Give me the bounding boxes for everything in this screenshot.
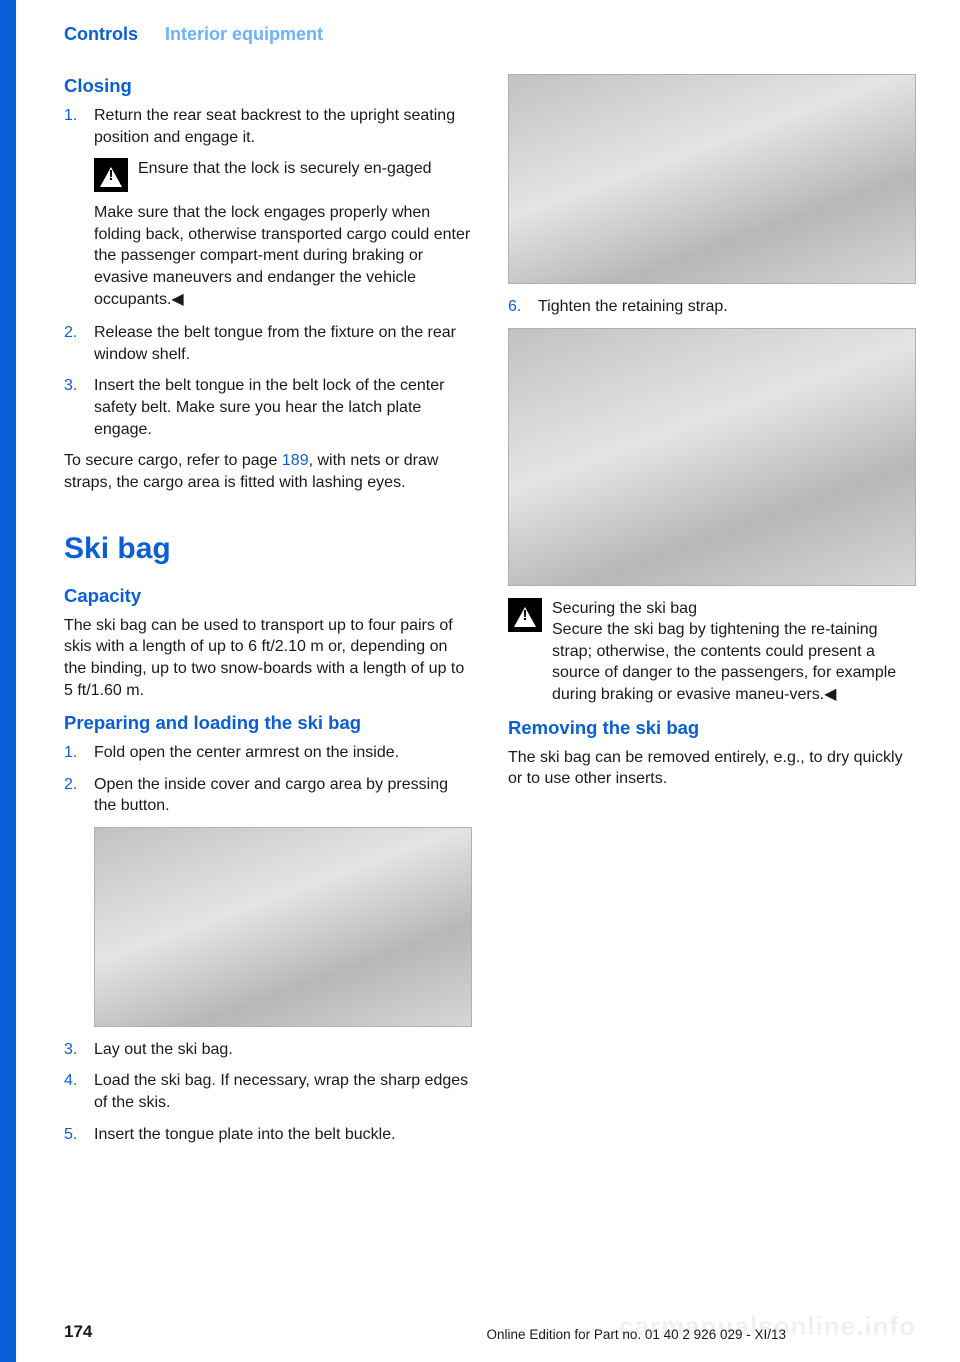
warning-title: Securing the ski bag: [552, 600, 697, 617]
capacity-heading: Capacity: [64, 584, 472, 609]
page-content: Closing 1. Return the rear seat backrest…: [64, 74, 916, 1302]
step-number: 2.: [64, 774, 94, 817]
step-number: 5.: [64, 1124, 94, 1146]
removing-heading: Removing the ski bag: [508, 716, 916, 741]
step-number: 4.: [64, 1070, 94, 1113]
step-number: 1.: [64, 105, 94, 148]
preparing-heading: Preparing and loading the ski bag: [64, 711, 472, 736]
armrest-image: [94, 827, 472, 1027]
list-item: 1. Return the rear seat backrest to the …: [64, 105, 472, 148]
step-number: 3.: [64, 1039, 94, 1061]
page-footer: 174 Online Edition for Part no. 01 40 2 …: [64, 1321, 916, 1344]
warning-title: Ensure that the lock is securely en‐gage…: [138, 158, 472, 192]
paragraph: The ski bag can be removed entirely, e.g…: [508, 747, 916, 790]
step-text: Fold open the center armrest on the insi…: [94, 742, 472, 764]
step-text: Insert the belt tongue in the belt lock …: [94, 375, 472, 440]
step-text: Tighten the retaining strap.: [538, 296, 916, 318]
step-text: Insert the tongue plate into the belt bu…: [94, 1124, 472, 1146]
paragraph: To secure cargo, refer to page 189, with…: [64, 450, 472, 493]
closing-heading: Closing: [64, 74, 472, 99]
paragraph: The ski bag can be used to transport up …: [64, 615, 472, 701]
side-tab: [0, 0, 16, 1362]
page-number: 174: [64, 1321, 92, 1344]
step-number: 2.: [64, 322, 94, 365]
watermark: carmanualsonline.info: [619, 1309, 916, 1344]
step-text: Return the rear seat backrest to the upr…: [94, 105, 472, 148]
insert-tongue-image: [508, 74, 916, 284]
list-item: 2. Release the belt tongue from the fixt…: [64, 322, 472, 365]
warning-block: Ensure that the lock is securely en‐gage…: [94, 158, 472, 192]
text-fragment: To secure cargo, refer to page: [64, 452, 282, 469]
header-chapter: Controls: [64, 24, 138, 44]
step-text: Lay out the ski bag.: [94, 1039, 472, 1061]
page-header: Controls Interior equipment: [64, 22, 323, 46]
step-number: 6.: [508, 296, 538, 318]
step-text: Load the ski bag. If necessary, wrap the…: [94, 1070, 472, 1113]
list-item: 2. Open the inside cover and cargo area …: [64, 774, 472, 817]
step-number: 3.: [64, 375, 94, 440]
list-item: 6. Tighten the retaining strap.: [508, 296, 916, 318]
warning-text: Securing the ski bag Secure the ski bag …: [552, 598, 916, 706]
list-item: 3. Insert the belt tongue in the belt lo…: [64, 375, 472, 440]
list-item: 5. Insert the tongue plate into the belt…: [64, 1124, 472, 1146]
step-text: Release the belt tongue from the fixture…: [94, 322, 472, 365]
warning-block: Securing the ski bag Secure the ski bag …: [508, 598, 916, 706]
header-section: Interior equipment: [165, 24, 323, 44]
list-item: 1. Fold open the center armrest on the i…: [64, 742, 472, 764]
step-number: 1.: [64, 742, 94, 764]
ski-bag-heading: Ski bag: [64, 529, 472, 570]
warning-icon: [508, 598, 542, 632]
list-item: 4. Load the ski bag. If necessary, wrap …: [64, 1070, 472, 1113]
list-item: 3. Lay out the ski bag.: [64, 1039, 472, 1061]
warning-body-inline: Secure the ski bag by tightening the re‐…: [552, 621, 896, 703]
warning-icon: [94, 158, 128, 192]
warning-body: Make sure that the lock engages properly…: [94, 202, 472, 310]
page-link[interactable]: 189: [282, 452, 309, 469]
step-text: Open the inside cover and cargo area by …: [94, 774, 472, 817]
tighten-strap-image: [508, 328, 916, 586]
